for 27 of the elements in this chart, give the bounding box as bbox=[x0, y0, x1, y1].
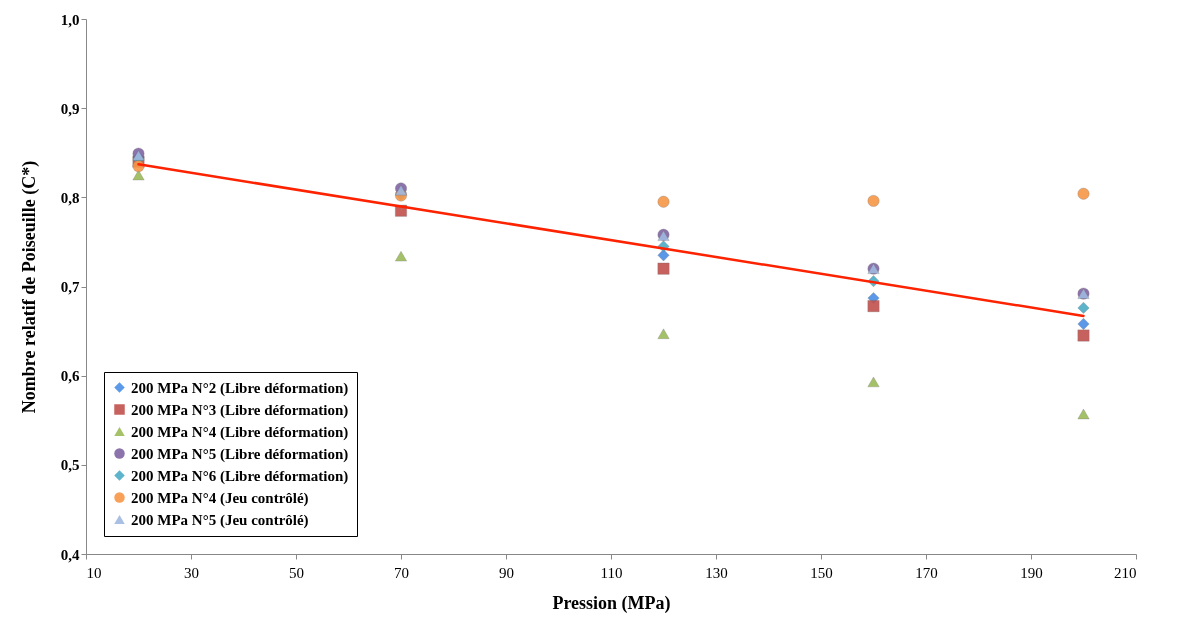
x-tick-label: 190 bbox=[1020, 564, 1043, 581]
x-tick-label: 90 bbox=[499, 564, 514, 581]
y-tick-label: 1,0 bbox=[60, 11, 80, 28]
legend-label: 200 MPa N°3 (Libre déformation) bbox=[131, 401, 349, 419]
y-tick-label: 0,8 bbox=[60, 189, 80, 206]
x-tick-label: 50 bbox=[289, 564, 304, 581]
y-axis-title: Nombre relatif de Poiseuille (C*) bbox=[18, 160, 40, 414]
x-tick-label: 170 bbox=[915, 564, 938, 581]
x-tick-label: 110 bbox=[600, 564, 623, 581]
legend-label: 200 MPa N°4 (Jeu contrôlé) bbox=[131, 489, 309, 507]
legend-label: 200 MPa N°4 (Libre déformation) bbox=[131, 423, 349, 441]
x-axis-title: Pression (MPa) bbox=[552, 592, 671, 614]
y-tick-label: 0,9 bbox=[60, 100, 80, 117]
y-tick-label: 0,6 bbox=[60, 368, 80, 385]
x-tick-label: 70 bbox=[394, 564, 409, 581]
x-tick-label: 130 bbox=[705, 564, 728, 581]
y-tick-label: 0,5 bbox=[60, 457, 80, 474]
x-tick-label: 150 bbox=[810, 564, 833, 581]
y-tick-label: 0,4 bbox=[60, 546, 80, 563]
legend-label: 200 MPa N°2 (Libre déformation) bbox=[131, 379, 349, 397]
x-tick-label: 10 bbox=[86, 564, 102, 581]
legend-label: 200 MPa N°6 (Libre déformation) bbox=[131, 467, 349, 485]
x-tick-label: 210 bbox=[1114, 564, 1137, 581]
legend-label: 200 MPa N°5 (Libre déformation) bbox=[131, 445, 349, 463]
x-tick-label: 30 bbox=[184, 564, 199, 581]
legend-label: 200 MPa N°5 (Jeu contrôlé) bbox=[131, 511, 309, 529]
y-tick-label: 0,7 bbox=[60, 279, 80, 295]
